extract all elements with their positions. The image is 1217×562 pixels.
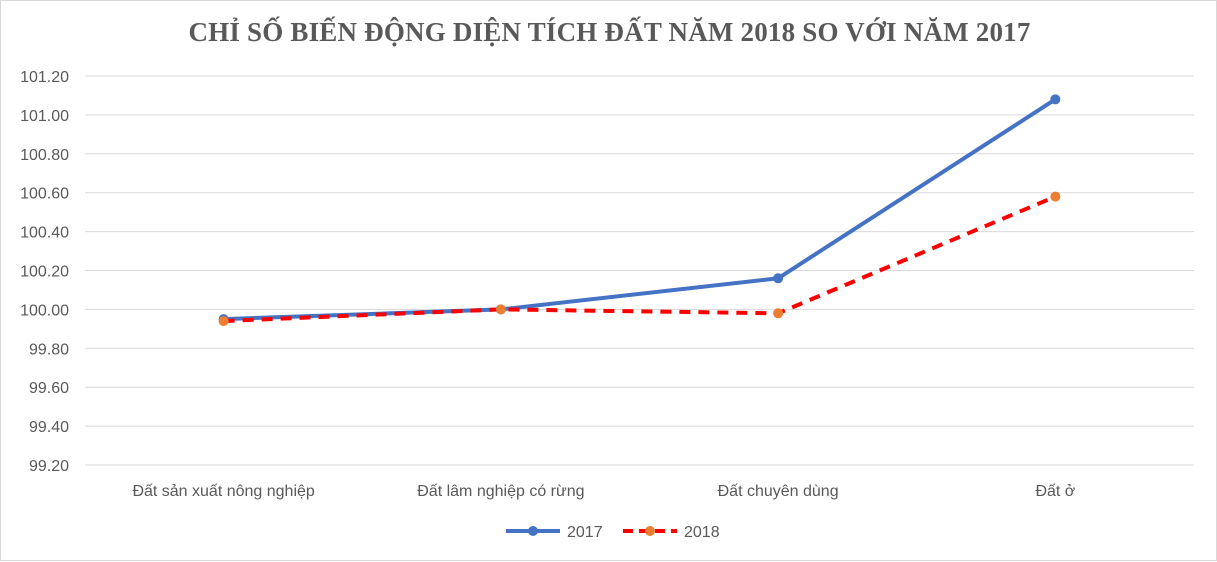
x-category-label: Đất ở [1035,483,1075,500]
legend-marker-2017 [528,526,538,536]
y-axis-ticks: 99.20 99.40 99.60 99.80 100.00 100.20 100.40 10… [20,69,69,475]
y-tick-label: 101.20 [20,69,69,86]
data-point-2017 [1050,94,1061,105]
y-tick-label: 99.20 [29,458,69,475]
data-point-2018 [1050,191,1061,202]
legend: 2017 2018 [506,524,720,541]
y-tick-label: 100.00 [20,302,69,319]
y-tick-label: 100.20 [20,264,69,281]
data-point-2017 [773,273,784,284]
legend-marker-2018 [645,526,655,536]
y-tick-label: 99.80 [29,341,69,358]
x-axis-categories: Đất sản xuất nông nghiệp Đất lâm nghiệp c… [132,483,1075,500]
gridlines [85,75,1194,466]
series-line-2018 [223,194,1057,324]
y-tick-label: 101.00 [20,108,69,125]
legend-label-2017: 2017 [567,524,603,541]
y-tick-label: 100.80 [20,147,69,164]
y-tick-label: 99.40 [29,419,69,436]
x-category-label: Đất sản xuất nông nghiệp [132,483,314,500]
legend-label-2018: 2018 [684,524,720,541]
y-tick-label: 99.60 [29,380,69,397]
data-point-2018 [218,316,229,327]
series-lines [218,94,1061,327]
y-tick-label: 100.40 [20,225,69,242]
data-point-2018 [495,304,506,315]
chart-title: CHỈ SỐ BIẾN ĐỘNG DIỆN TÍCH ĐẤT NĂM 2018 … [188,17,1031,47]
x-category-label: Đất chuyên dùng [718,483,839,500]
data-point-2018 [773,308,784,319]
series-line-2017 [221,97,1058,322]
x-category-label: Đất lâm nghiệp có rừng [417,483,584,500]
y-tick-label: 100.60 [20,186,69,203]
